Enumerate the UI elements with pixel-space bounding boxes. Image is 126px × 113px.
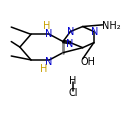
Text: H: H [69, 76, 77, 86]
Text: H: H [43, 21, 51, 31]
Text: H: H [40, 63, 48, 73]
Text: OH: OH [81, 56, 96, 66]
Text: N: N [45, 56, 53, 66]
Text: N: N [66, 39, 73, 49]
Text: N: N [45, 29, 53, 39]
Text: NH₂: NH₂ [102, 21, 121, 31]
Text: N: N [91, 26, 98, 36]
Text: Cl: Cl [68, 87, 78, 97]
Text: N: N [67, 26, 74, 36]
